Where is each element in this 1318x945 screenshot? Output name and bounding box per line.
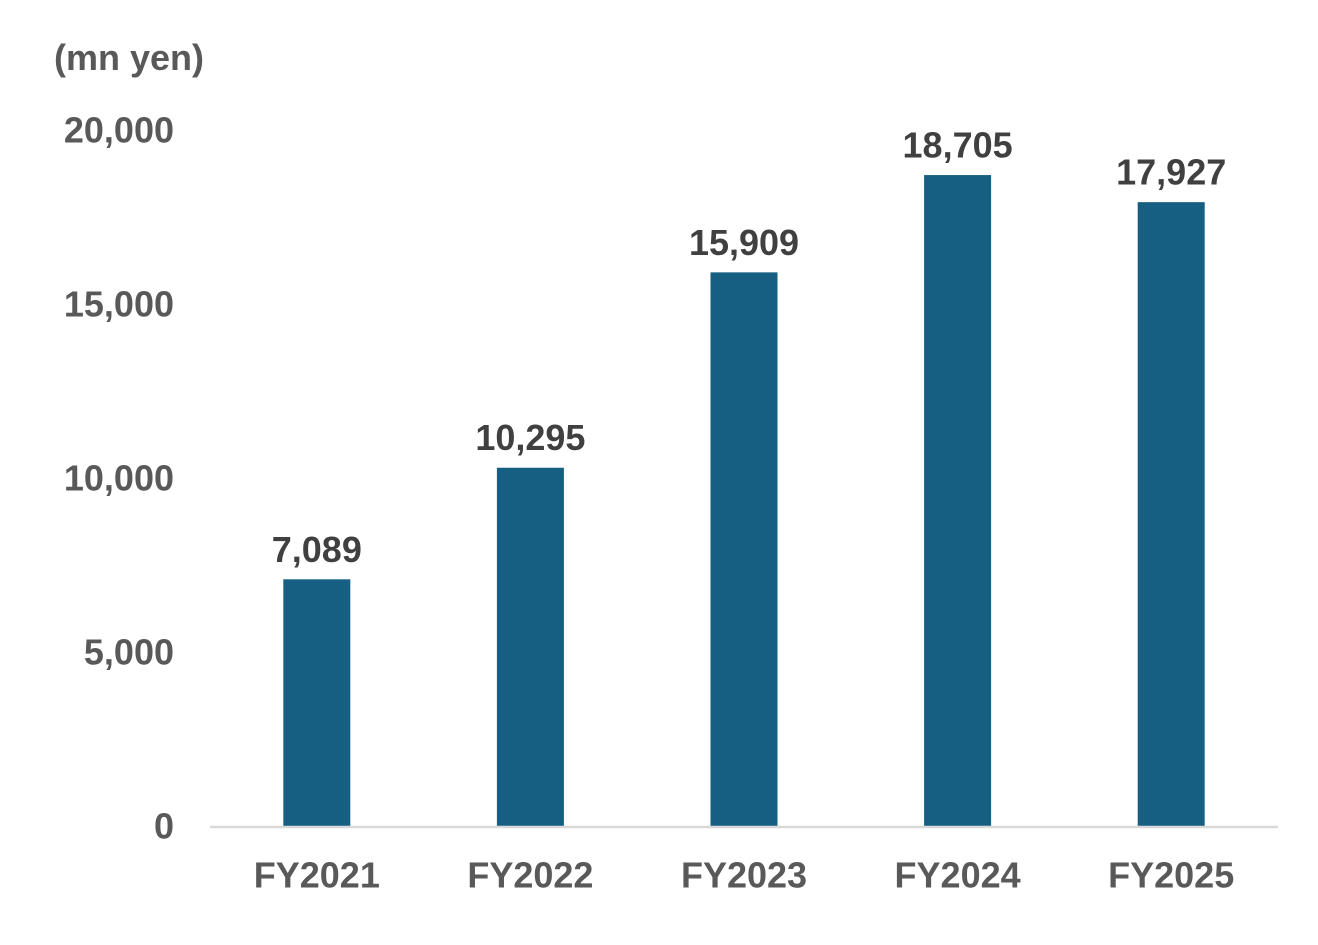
y-tick-label: 20,000: [64, 110, 174, 151]
bar-fy2024: [924, 175, 992, 827]
y-tick-label: 0: [154, 806, 174, 847]
bar-fy2021: [283, 579, 351, 826]
data-label-fy2022: 10,295: [475, 417, 585, 458]
data-label-fy2021: 7,089: [272, 529, 362, 570]
data-label-fy2024: 18,705: [903, 125, 1013, 166]
y-axis-ticks: 0 5,000 10,000 15,000 20,000: [64, 110, 174, 847]
x-tick-label: FY2025: [1108, 855, 1234, 896]
x-tick-label: FY2022: [467, 855, 593, 896]
data-label-fy2025: 17,927: [1116, 152, 1226, 193]
y-tick-label: 10,000: [64, 458, 174, 499]
x-axis-labels: FY2021 FY2022 FY2023 FY2024 FY2025: [254, 855, 1234, 896]
unit-label: (mn yen): [54, 37, 204, 78]
y-tick-label: 15,000: [64, 284, 174, 325]
data-label-fy2023: 15,909: [689, 222, 799, 263]
bar-fy2025: [1137, 202, 1205, 827]
y-tick-label: 5,000: [84, 632, 174, 673]
bar-fy2023: [710, 272, 778, 826]
data-labels-group: 7,089 10,295 15,909 18,705 17,927: [272, 125, 1227, 570]
bar-fy2022: [496, 467, 564, 826]
x-tick-label: FY2024: [895, 855, 1021, 896]
x-tick-label: FY2023: [681, 855, 807, 896]
bars-group: [283, 175, 1205, 827]
x-tick-label: FY2021: [254, 855, 380, 896]
